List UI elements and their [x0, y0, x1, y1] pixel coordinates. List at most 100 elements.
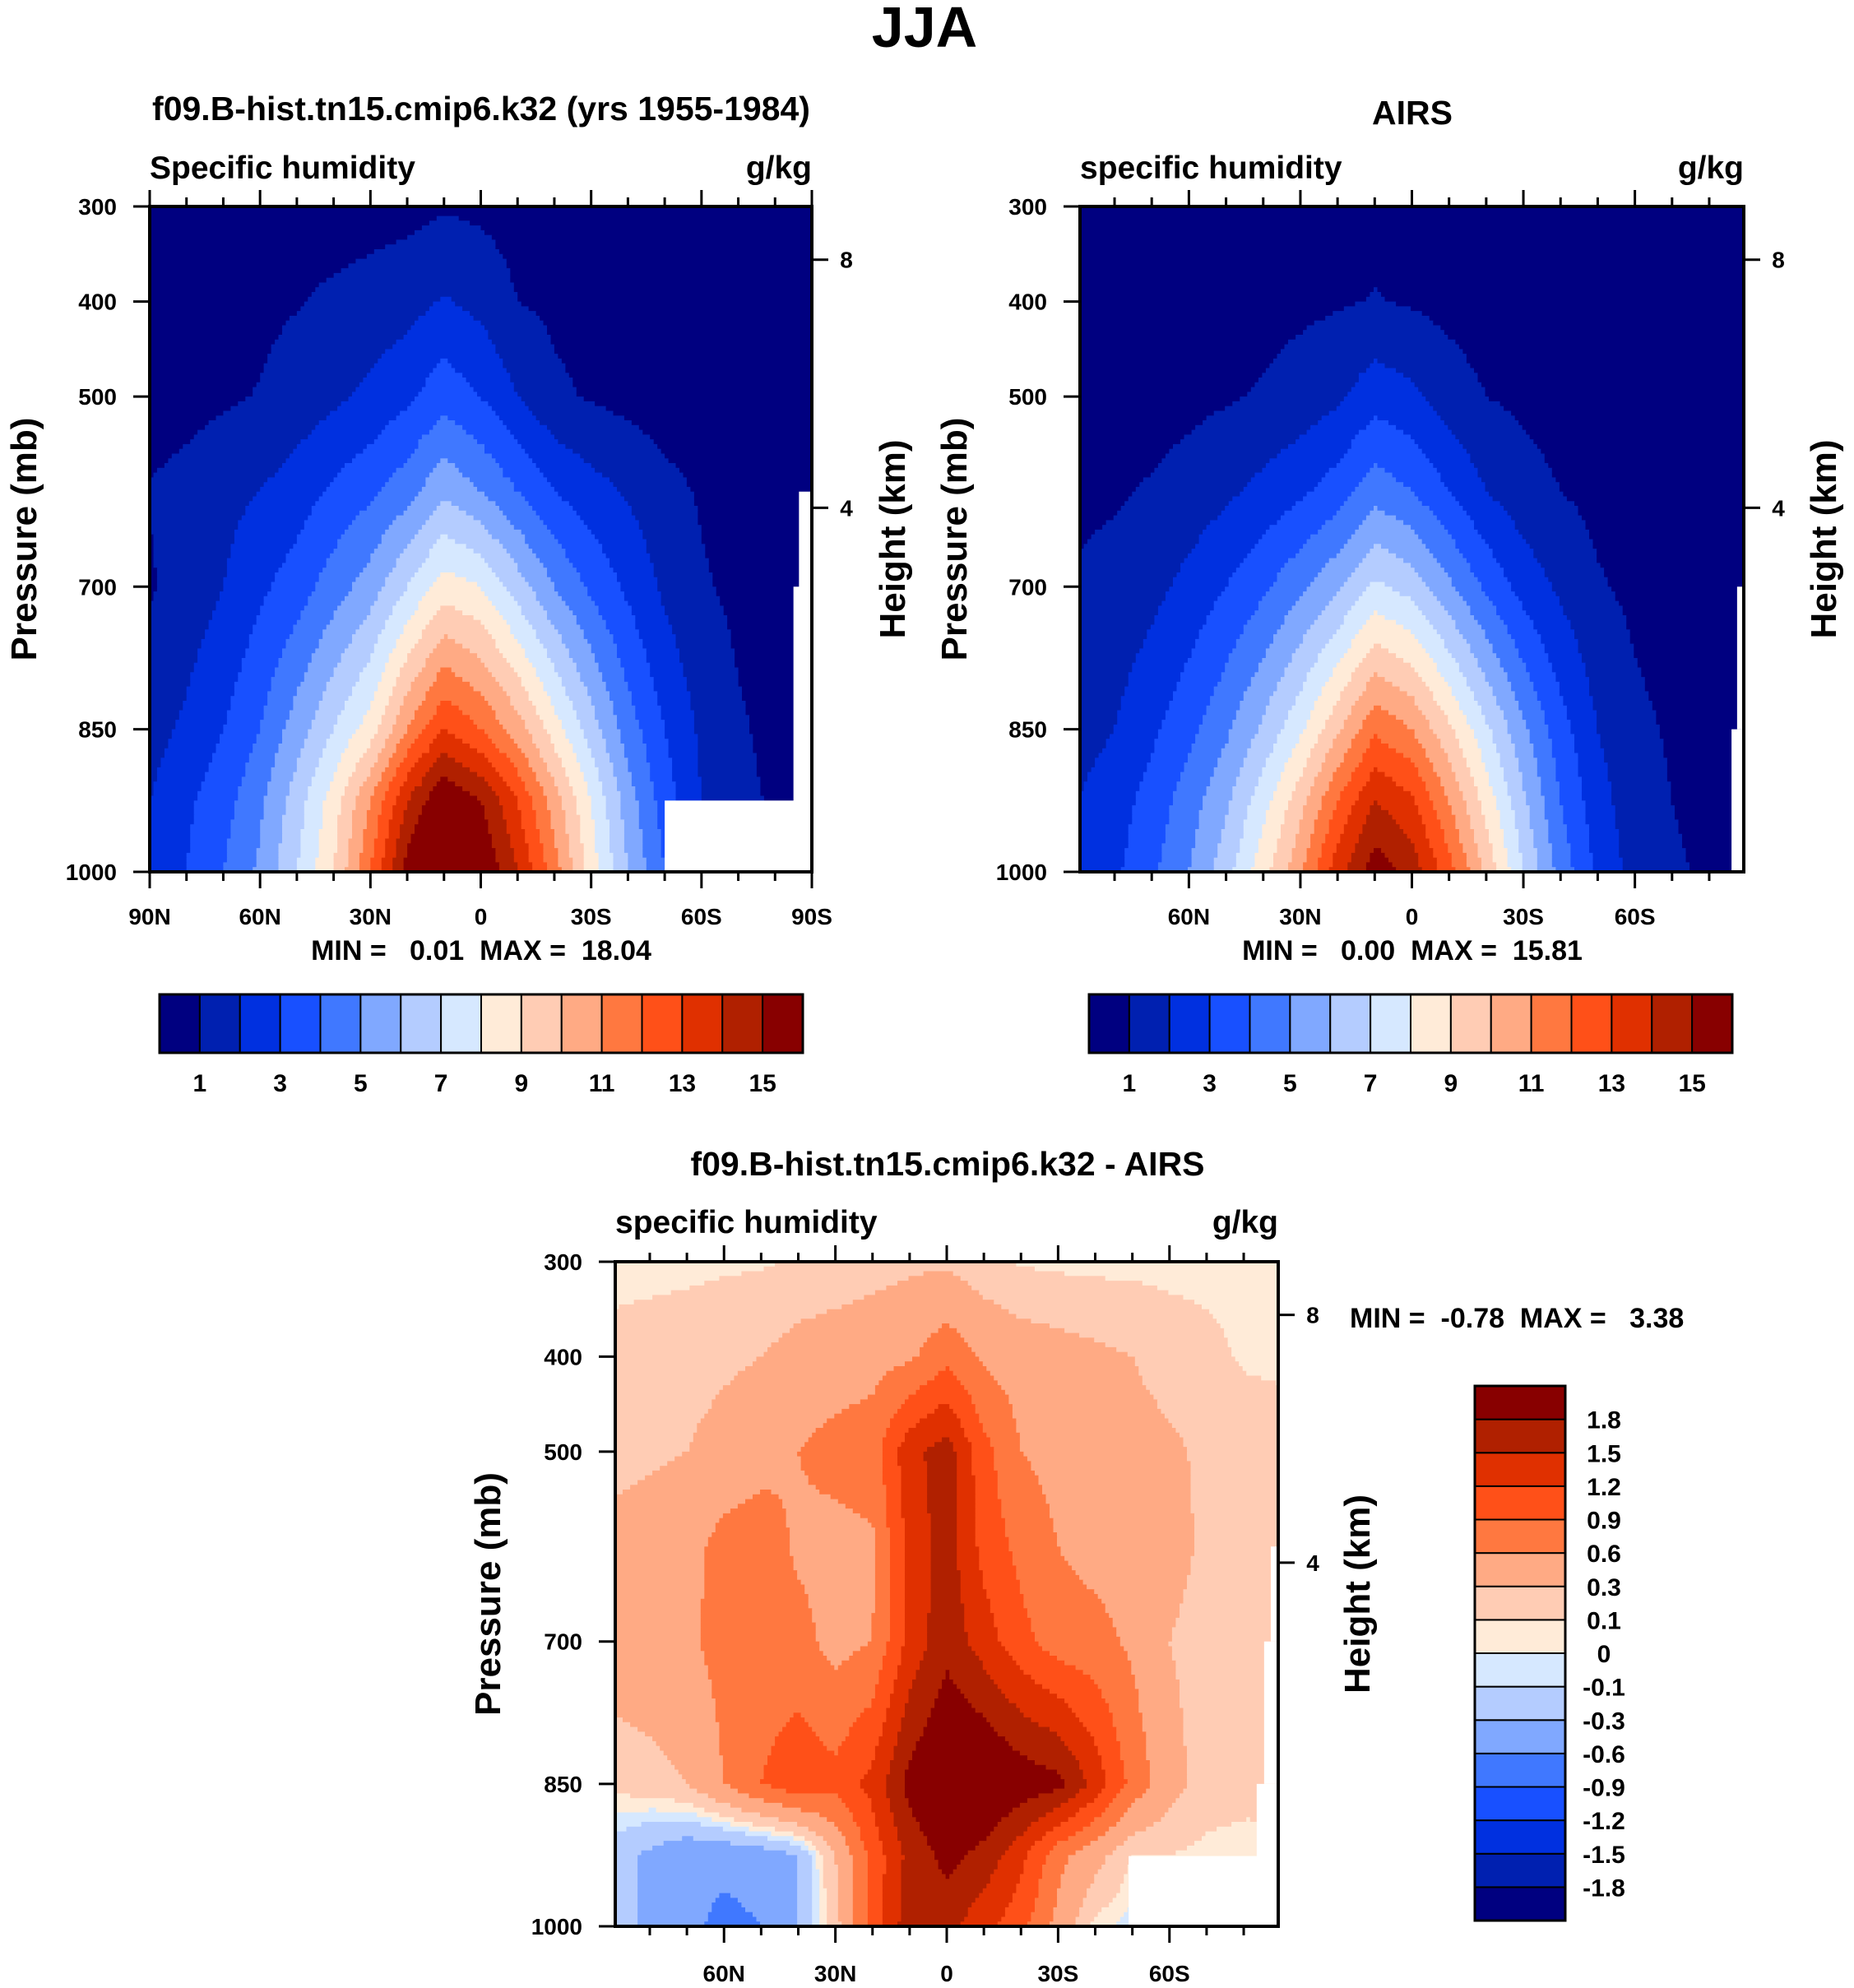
contour-cell: [1132, 667, 1185, 673]
contour-cell: [1150, 758, 1189, 763]
contour-cell: [256, 734, 283, 739]
contour-cell: [440, 753, 448, 758]
contour-cell: [226, 720, 261, 725]
contour-cell: [525, 401, 596, 407]
contour-cell: [1273, 358, 1374, 364]
contour-cell: [610, 696, 633, 702]
contour-cell: [1343, 786, 1363, 792]
contour-cell: [278, 843, 301, 849]
contour-cell: [1240, 701, 1270, 707]
contour-cell: [997, 1380, 1143, 1386]
contour-cell: [1119, 1636, 1173, 1643]
contour-cell: [1321, 843, 1337, 849]
contour-cell: [388, 829, 401, 835]
contour-cell: [1537, 767, 1556, 773]
contour-cell: [1351, 443, 1419, 450]
contour-cell: [1035, 1636, 1121, 1643]
contour-cell: [1689, 867, 1745, 873]
contour-cell: [285, 458, 353, 464]
contour-cell: [1031, 1617, 1114, 1624]
contour-cell: [315, 582, 353, 587]
contour-cell: [698, 748, 754, 754]
contour-cell: [1615, 809, 1676, 816]
contour-cell: [381, 772, 397, 777]
contour-cell: [1414, 762, 1434, 768]
contour-cell: [1336, 767, 1356, 773]
contour-cell: [708, 563, 813, 568]
contour-cell: [1425, 615, 1453, 621]
contour-cell: [396, 744, 412, 749]
contour-cell: [300, 306, 430, 312]
contour-cell: [1147, 629, 1200, 635]
contour-cell: [521, 809, 537, 816]
x-tick-label: 30N: [1279, 904, 1321, 929]
contour-cell: [1429, 790, 1445, 797]
contour-cell: [1619, 848, 1687, 854]
contour-cell: [927, 1622, 965, 1628]
contour-cell: [150, 710, 180, 716]
contour-cell: [565, 772, 585, 777]
contour-cell: [1499, 762, 1519, 768]
contour-cell: [1333, 776, 1352, 782]
contour-cell: [341, 268, 511, 274]
contour-cell: [470, 744, 496, 749]
contour-cell: [878, 1670, 898, 1675]
contour-cell: [150, 239, 397, 245]
contour-cell: [425, 382, 470, 388]
contour-cell: [1637, 658, 1745, 664]
contour-cell: [615, 1475, 646, 1481]
contour-cell: [1124, 686, 1178, 692]
contour-cell: [378, 358, 441, 364]
contour-cell: [1124, 691, 1174, 697]
contour-cell: [1195, 643, 1237, 649]
contour-cell: [760, 790, 813, 797]
contour-cell: [1362, 477, 1397, 483]
contour-cell: [1433, 729, 1456, 734]
contour-cell: [1168, 1641, 1279, 1647]
contour-cell: [1284, 809, 1304, 816]
contour-cell: [153, 591, 220, 597]
contour-cell: [1451, 577, 1478, 583]
contour-cell: [1489, 638, 1516, 645]
contour-cell: [561, 544, 603, 549]
contour-cell: [400, 824, 415, 830]
contour-cell: [1031, 1627, 1117, 1633]
contour-cell: [491, 405, 530, 412]
contour-cell: [986, 1432, 1021, 1439]
contour-cell: [1188, 658, 1230, 664]
contour-cell: [1336, 629, 1360, 635]
contour-cell: [698, 734, 754, 739]
contour-cell: [263, 363, 375, 369]
contour-cell: [318, 643, 350, 649]
contour-cell: [150, 619, 210, 626]
contour-cell: [296, 867, 316, 873]
contour-cell: [886, 1508, 902, 1514]
contour-cell: [1277, 354, 1467, 359]
contour-cell: [1551, 472, 1745, 478]
contour-cell: [150, 325, 283, 331]
contour-cell: [171, 729, 224, 734]
contour-cell: [1340, 696, 1360, 702]
contour-cell: [572, 448, 662, 455]
contour-cell: [234, 814, 265, 821]
contour-cell: [615, 1613, 702, 1619]
contour-cell: [466, 429, 511, 435]
contour-cell: [528, 405, 607, 412]
contour-cell: [1370, 710, 1389, 716]
contour-cell: [605, 744, 625, 749]
contour-cell: [517, 672, 537, 678]
contour-cell: [905, 1589, 932, 1595]
contour-cell: [271, 586, 316, 592]
contour-cell: [1462, 349, 1745, 355]
contour-cell: [392, 344, 496, 350]
contour-field: [150, 206, 813, 873]
contour-cell: [905, 1632, 928, 1638]
contour-cell: [1157, 463, 1267, 469]
x-tick-label: 90S: [791, 904, 832, 929]
contour-cell: [1388, 710, 1423, 716]
contour-cell: [153, 553, 231, 559]
contour-cell: [550, 739, 570, 744]
contour-cell: [615, 1546, 705, 1552]
contour-cell: [1203, 795, 1233, 801]
contour-cell: [396, 600, 419, 606]
